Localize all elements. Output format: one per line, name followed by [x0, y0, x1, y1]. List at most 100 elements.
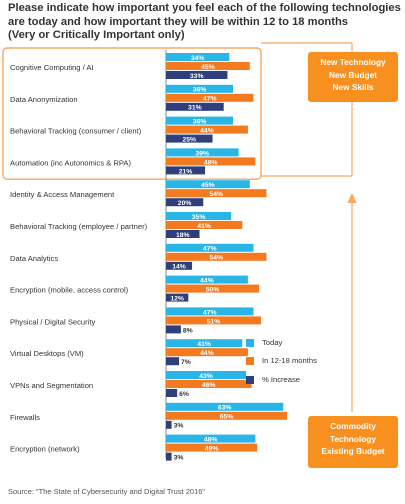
bar-today: [166, 148, 239, 157]
bar-increase: [166, 102, 224, 111]
data-label: 36%: [193, 119, 207, 126]
data-label: 31%: [188, 105, 202, 112]
data-label: 41%: [197, 341, 211, 348]
data-label: 36%: [193, 87, 207, 94]
bar-in-12-18: [166, 380, 252, 388]
bar-increase: [166, 198, 204, 207]
data-label: 35%: [192, 214, 206, 221]
title-line: Please indicate how important you feel e…: [8, 2, 401, 14]
legend-label-today: Today: [262, 338, 283, 347]
callout-line: Existing Budget: [321, 446, 385, 456]
bar-increase: [166, 325, 181, 334]
category-label: Data Anonymization: [10, 95, 78, 104]
bar-in-12-18: [166, 157, 256, 166]
bar-today: [166, 180, 250, 189]
bar-in-12-18: [166, 93, 254, 102]
legend-swatch-increase: [246, 376, 254, 384]
data-label: 3%: [174, 455, 184, 462]
legend-swatch-today: [246, 339, 254, 347]
callout-line: Technology: [330, 433, 376, 444]
title-line: are today and how important they will be…: [8, 15, 349, 28]
data-label: 3%: [174, 423, 184, 430]
category-label: Physical / Digital Security: [10, 317, 95, 326]
data-label: 44%: [200, 128, 214, 135]
highlight-box: [2, 47, 262, 180]
bar-in-12-18: [166, 189, 267, 198]
legend-swatch-12-18: [246, 357, 254, 365]
bar-increase: [166, 389, 178, 397]
data-label: 34%: [191, 55, 205, 62]
bar-in-12-18: [166, 62, 250, 70]
bar-today: [166, 53, 230, 61]
data-label: 7%: [181, 359, 191, 366]
bar-increase: [166, 420, 172, 429]
bar-increase: [166, 134, 213, 143]
category-label: Encryption (network): [10, 445, 80, 454]
data-label: 48%: [204, 437, 218, 444]
bar-increase: [166, 230, 200, 238]
callout-line: New Technology: [320, 57, 386, 67]
category-label: Cognitive Computing / AI: [10, 63, 94, 72]
data-label: 54%: [209, 191, 223, 198]
category-label: Automation (inc Autonomics & RPA): [10, 158, 131, 167]
callout-line: New Budget: [329, 69, 377, 80]
callout-line: Commodity: [330, 421, 376, 431]
data-label: 54%: [209, 255, 223, 262]
category-label: VPNs and Segmentation: [10, 381, 93, 390]
legend-label-increase: % Increase: [262, 375, 300, 384]
data-label: 51%: [207, 318, 221, 325]
bar-in-12-18: [166, 221, 243, 229]
data-label: 39%: [195, 150, 209, 157]
bar-in-12-18: [166, 252, 267, 261]
category-label: Identity & Access Management: [10, 190, 115, 199]
bar-in-12-18: [166, 411, 287, 420]
data-label: 63%: [218, 405, 232, 412]
data-label: 47%: [203, 309, 217, 316]
data-label: 48%: [204, 159, 218, 166]
bar-today: [166, 307, 254, 316]
data-label: 46%: [202, 382, 216, 389]
data-label: 45%: [201, 182, 215, 189]
bar-today: [166, 275, 248, 284]
data-label: 43%: [199, 373, 213, 380]
category-label: Behavioral Tracking (employee / partner): [10, 222, 148, 231]
bar-increase: [166, 71, 228, 79]
data-label: 18%: [176, 232, 190, 239]
bar-today: [166, 243, 254, 252]
data-label: 49%: [205, 446, 219, 453]
bar-today: [166, 84, 234, 93]
data-label: 8%: [183, 327, 193, 334]
source-note: Source: "The State of Cybersecurity and …: [8, 487, 206, 496]
category-label: Encryption (mobile, access control): [10, 286, 129, 295]
data-label: 12%: [170, 296, 184, 303]
bar-today: [166, 116, 234, 125]
bar-today: [166, 212, 232, 220]
callout-commodity: Commodity Technology Existing Budget: [308, 416, 398, 468]
data-label: 33%: [190, 73, 204, 80]
category-label: Firewalls: [10, 413, 40, 422]
chart-title: Please indicate how important you feel e…: [8, 2, 403, 43]
data-label: 65%: [220, 414, 234, 421]
data-label: 47%: [203, 96, 217, 103]
data-label: 41%: [197, 223, 211, 230]
bar-in-12-18: [166, 125, 248, 134]
bar-today: [166, 402, 284, 411]
data-label: 45%: [201, 64, 215, 71]
data-label: 25%: [182, 137, 196, 144]
legend-label-12-18: In 12-18 months: [262, 356, 317, 365]
category-label: Virtual Desktops (VM): [10, 349, 84, 358]
bar-increase: [166, 293, 189, 302]
category-label: Behavioral Tracking (consumer / client): [10, 127, 142, 136]
bar-increase: [166, 261, 193, 270]
data-label: 6%: [179, 391, 189, 398]
data-label: 21%: [179, 168, 193, 175]
data-label: 47%: [203, 246, 217, 253]
bar-increase: [166, 452, 172, 461]
bar-increase: [166, 166, 206, 175]
callout-line: New Skills: [332, 82, 374, 92]
bar-today: [166, 371, 247, 379]
bar-today: [166, 434, 256, 443]
title-line: (Very or Critically Important only): [8, 29, 185, 41]
bar-in-12-18: [166, 284, 260, 293]
